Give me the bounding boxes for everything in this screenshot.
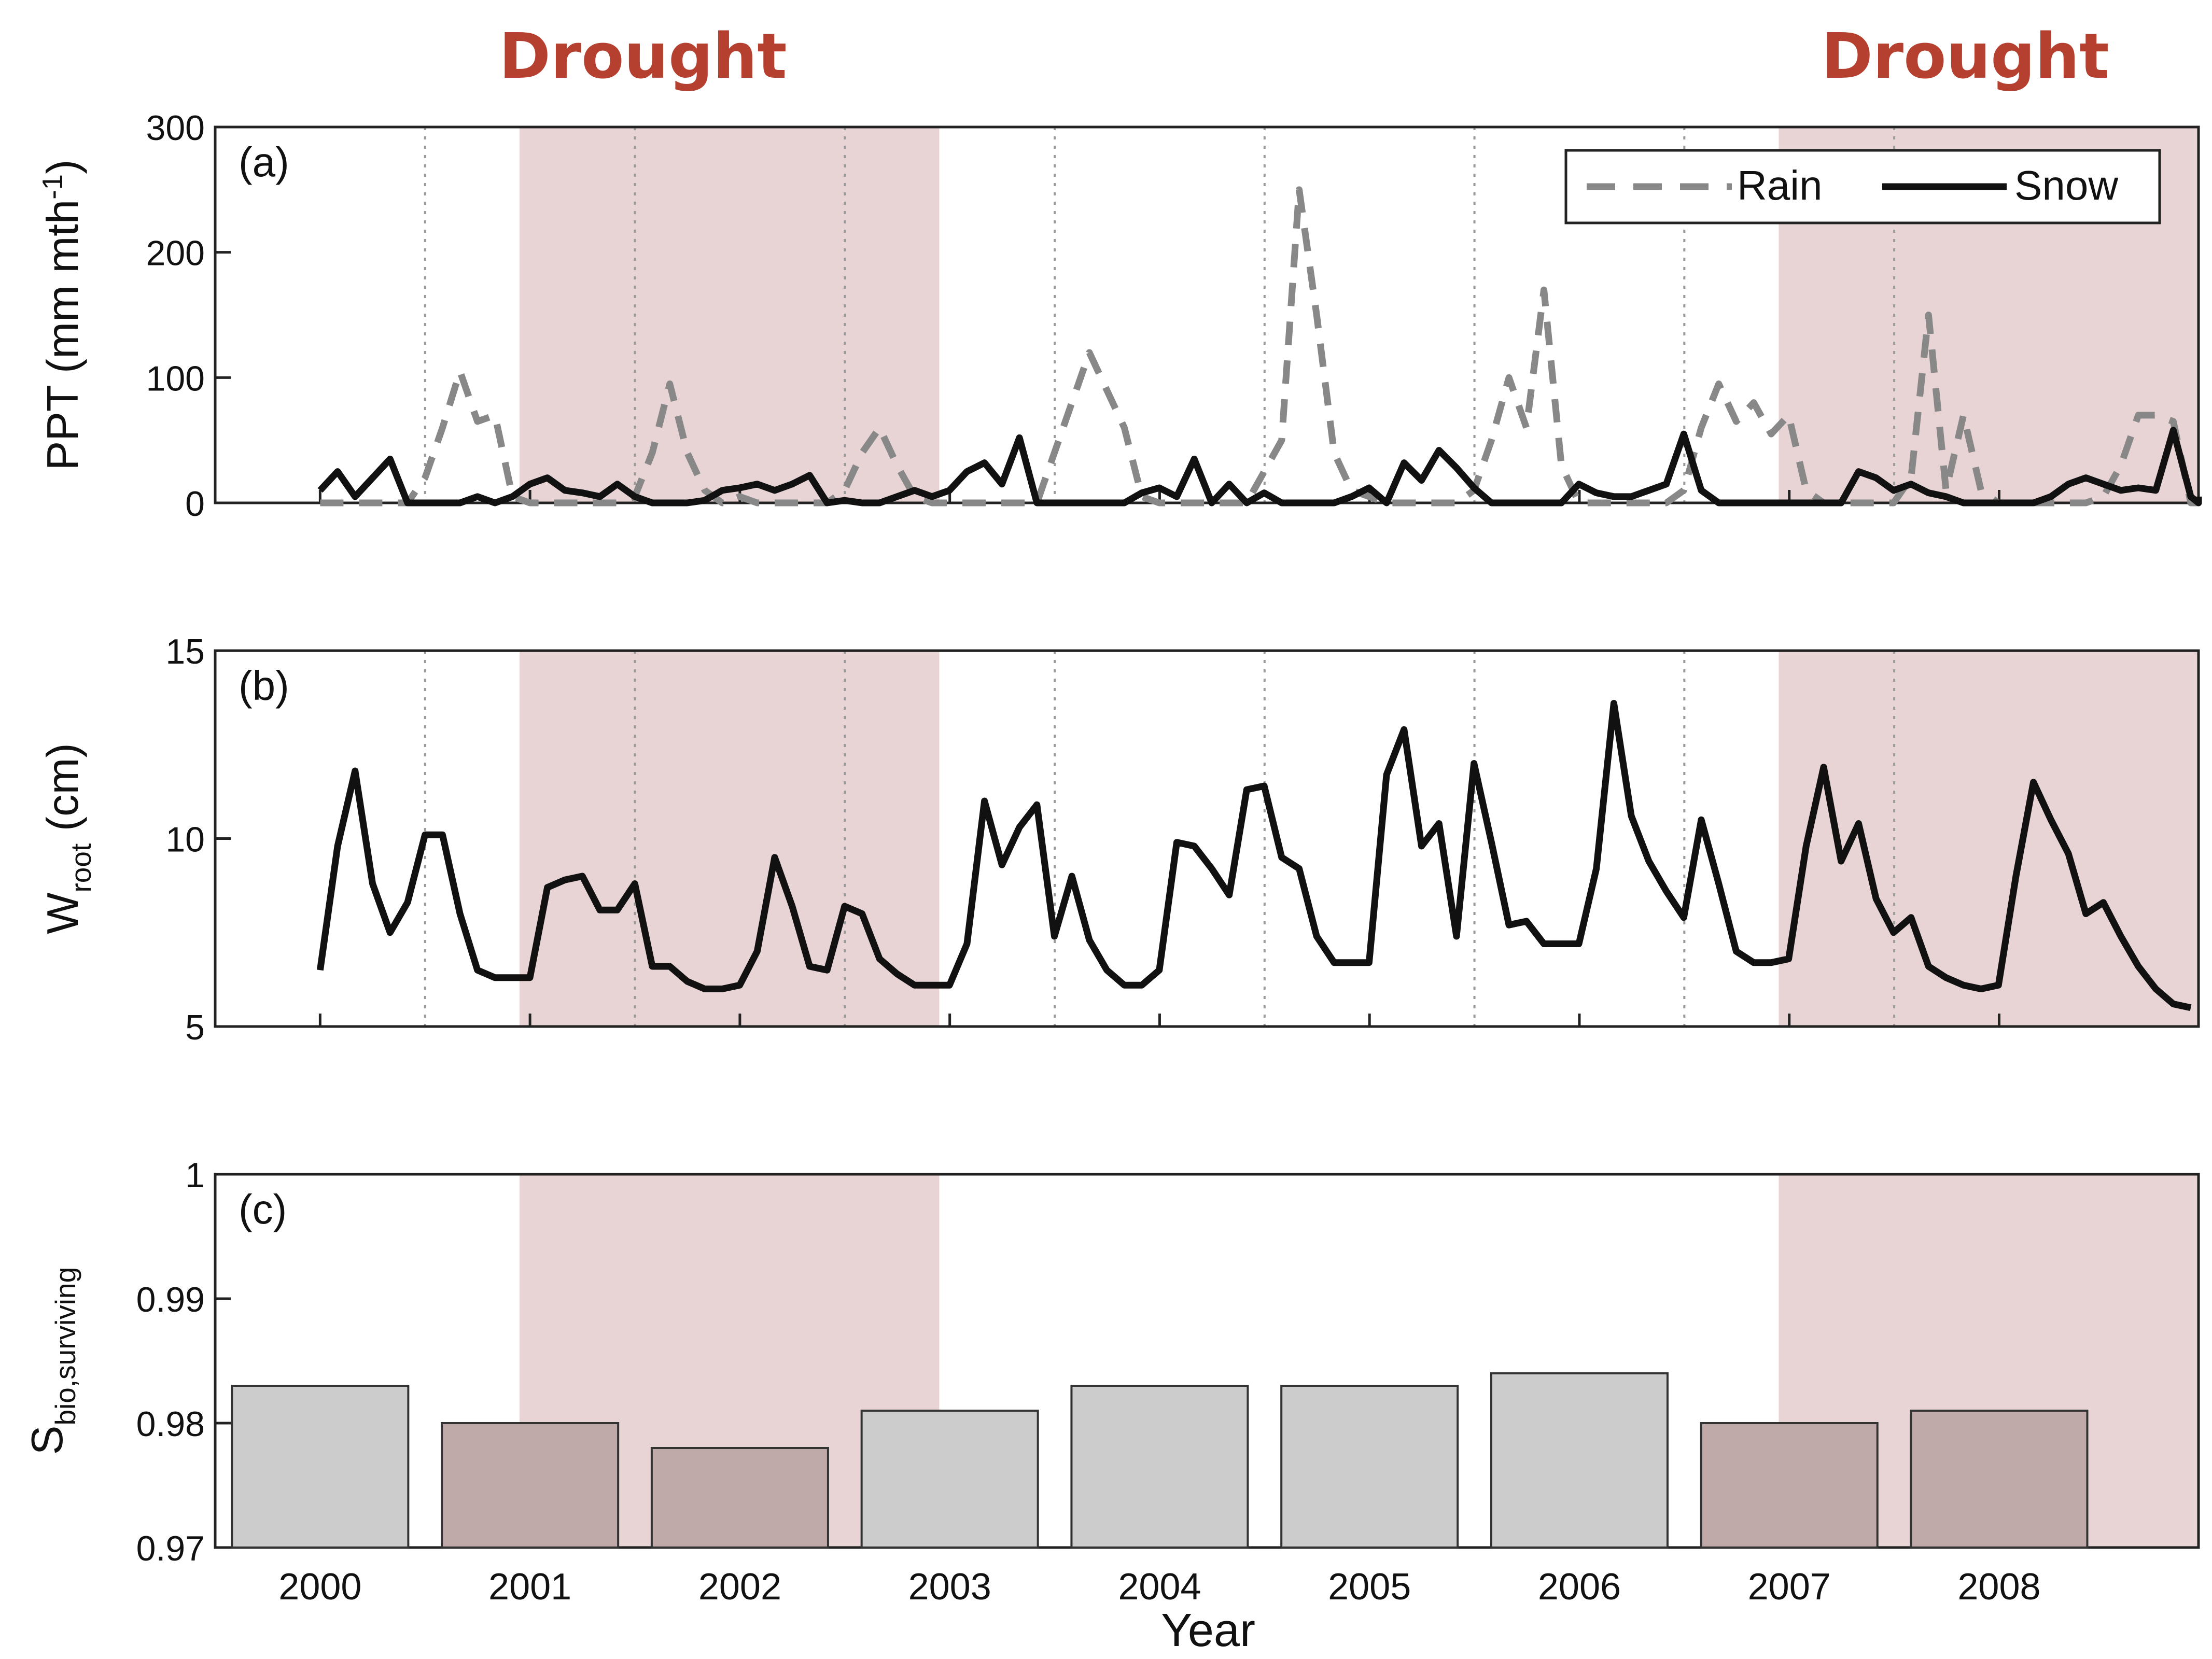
drought-label-left: Drought: [499, 21, 787, 93]
panel-label: (b): [239, 663, 289, 709]
y-tick-label: 0: [185, 484, 205, 524]
drought-shade-0: [519, 127, 940, 503]
legend-box: [1564, 149, 2161, 224]
x-tick-label: 2005: [1328, 1566, 1411, 1608]
drought-label-right: Drought: [1821, 21, 2109, 93]
bar-2007: [1700, 1422, 1879, 1549]
drought-shade-1: [1779, 651, 2199, 1027]
y-tick-label: 0.97: [136, 1529, 205, 1568]
bar-2008: [1910, 1410, 2089, 1549]
x-tick-label: 2007: [1748, 1566, 1831, 1608]
bar-2003: [860, 1410, 1039, 1549]
y-tick-label: 200: [146, 234, 205, 273]
series-line-snow: [317, 427, 2202, 507]
y-tick-label: 300: [146, 108, 205, 148]
x-tick-label: 2002: [698, 1566, 781, 1608]
x-tick-label: 2000: [278, 1566, 361, 1608]
y-tick-label: 100: [146, 359, 205, 398]
legend: Rain Snow: [1564, 149, 2161, 224]
y-axis-title: Sbio,surviving: [23, 1267, 81, 1455]
bar-2005: [1280, 1385, 1459, 1549]
panel-label: (a): [239, 139, 289, 185]
panel-label: (c): [239, 1186, 287, 1232]
panel-c-bio-surviving: 0.97 0.98 0.99 1 (c) 2000 2001 2002 2003 2004 2005…: [23, 1156, 2200, 1608]
drought-shade-0: [519, 651, 940, 1027]
x-tick-label: 2006: [1538, 1566, 1621, 1608]
x-tick-label: 2003: [908, 1566, 991, 1608]
y-tick-label: 0.98: [136, 1404, 205, 1444]
y-tick-label: 5: [185, 1008, 205, 1047]
axes-frame: [214, 125, 2200, 504]
bar-2002: [650, 1447, 829, 1549]
y-axis-title: PPT (mm mth-1): [36, 160, 88, 471]
y-tick-label: 10: [165, 820, 205, 860]
x-tick-label: 2001: [488, 1566, 571, 1608]
panel-b-root-water: 5 10 15 (b) Wroot (cm): [38, 632, 2200, 1047]
y-tick-label: 15: [165, 632, 205, 671]
bar-2006: [1490, 1372, 1669, 1549]
legend-rain-label: Rain: [1737, 162, 1823, 208]
x-tick-label: 2004: [1118, 1566, 1201, 1608]
bar-2001: [441, 1422, 620, 1549]
x-axis-title: Year: [1161, 1605, 1255, 1656]
bar-2004: [1070, 1385, 1249, 1549]
bar-2000: [231, 1385, 410, 1549]
y-tick-label: 0.99: [136, 1280, 205, 1319]
series-line-wroot: [316, 700, 2192, 1011]
y-tick-label: 1: [185, 1156, 205, 1195]
y-axis-title: Wroot (cm): [38, 743, 97, 934]
x-tick-label: 2008: [1957, 1566, 2040, 1608]
legend-snow-label: Snow: [2014, 162, 2118, 208]
